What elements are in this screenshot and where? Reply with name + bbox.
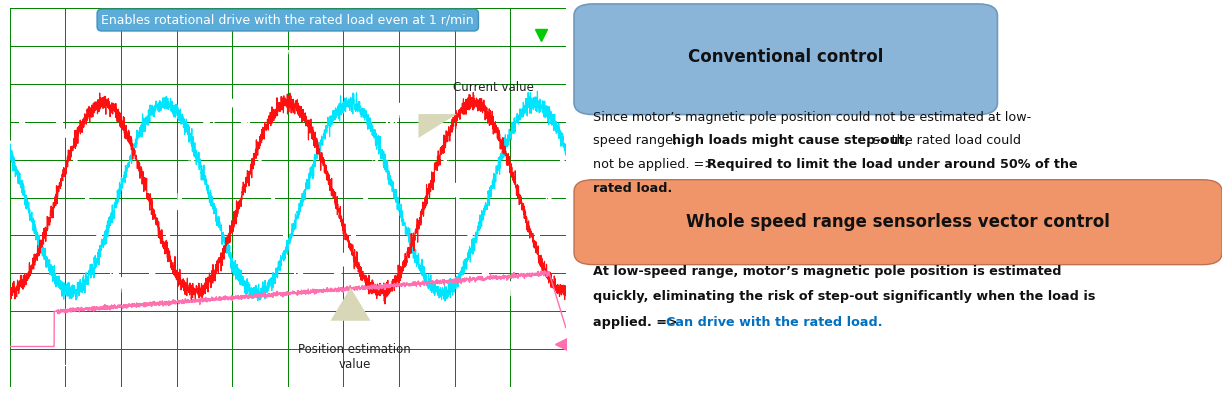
Text: so the rated load could: so the rated load could	[869, 134, 1022, 147]
Text: quickly, eliminating the risk of step-out significantly when the load is: quickly, eliminating the risk of step-ou…	[594, 290, 1096, 303]
Text: speed range,: speed range,	[594, 134, 682, 147]
Polygon shape	[418, 114, 457, 138]
Text: Position estimation
value: Position estimation value	[298, 343, 411, 371]
Text: Can drive with the rated load.: Can drive with the rated load.	[666, 316, 884, 329]
FancyBboxPatch shape	[574, 4, 997, 115]
Text: applied. =>: applied. =>	[594, 316, 683, 329]
Text: Required to limit the load under around 50% of the: Required to limit the load under around …	[708, 158, 1078, 171]
Text: high loads might cause step-out,: high loads might cause step-out,	[672, 134, 909, 147]
Text: Current value: Current value	[453, 81, 534, 94]
Text: 0: 0	[12, 183, 21, 196]
Text: 2 A/div: 2 A/div	[18, 30, 57, 40]
Text: Enables rotational drive with the rated load even at 1 r/min: Enables rotational drive with the rated …	[101, 13, 474, 26]
Text: 2 s/div: 2 s/div	[18, 360, 55, 370]
Text: At low-speed range, motor’s magnetic pole position is estimated: At low-speed range, motor’s magnetic pol…	[594, 265, 1062, 278]
Text: Iu: Iu	[444, 47, 455, 60]
Text: Whole speed range sensorless vector control: Whole speed range sensorless vector cont…	[686, 213, 1110, 231]
Text: rated load.: rated load.	[594, 182, 672, 195]
Text: Iw: Iw	[276, 47, 291, 60]
Text: Iv: Iv	[104, 47, 115, 60]
Polygon shape	[330, 288, 370, 321]
FancyBboxPatch shape	[574, 180, 1222, 265]
Text: Since motor’s magnetic pole position could not be estimated at low-: Since motor’s magnetic pole position cou…	[594, 111, 1031, 124]
Text: not be applied. =>: not be applied. =>	[594, 158, 720, 171]
Text: Conventional control: Conventional control	[688, 48, 884, 66]
